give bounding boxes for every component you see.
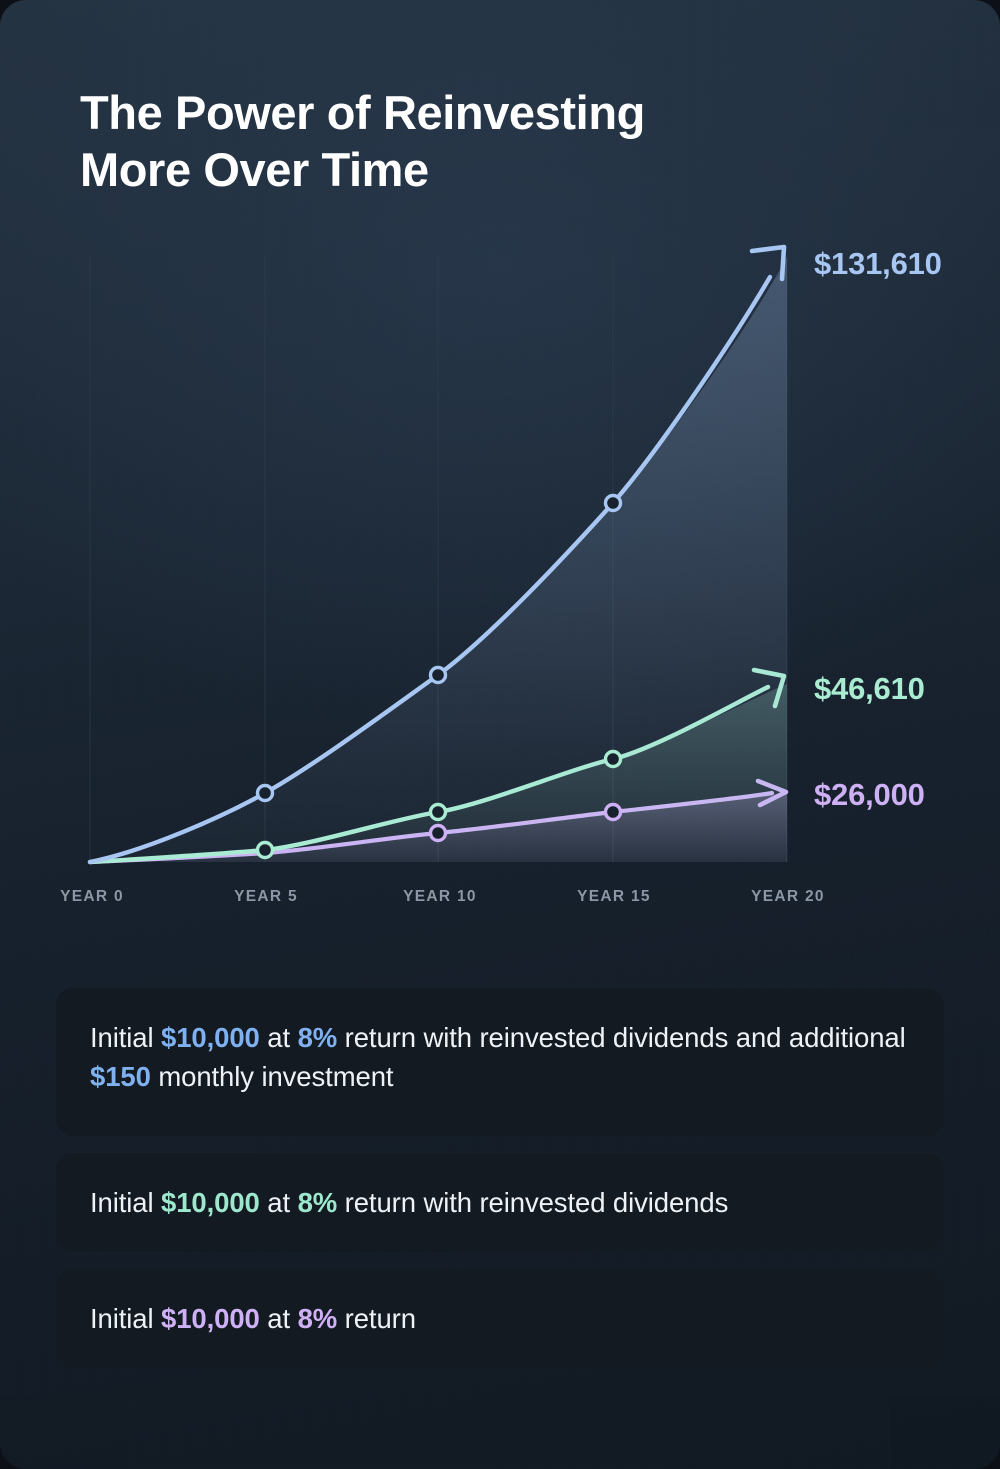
series-purple-markers <box>428 802 623 843</box>
x-tick-year-15: YEAR 15 <box>577 888 651 905</box>
series-blue-line <box>87 274 773 865</box>
x-tick-year-0: YEAR 0 <box>60 888 124 905</box>
series-value-label-blue: $131,610 <box>814 246 942 281</box>
x-tick-year-5: YEAR 5 <box>234 888 298 905</box>
x-tick-year-10: YEAR 10 <box>403 888 477 905</box>
legend-card-blue: Initial $10,000 at 8% return with reinve… <box>56 988 944 1136</box>
x-tick-year-20: YEAR 20 <box>751 888 825 905</box>
x-axis: YEAR 0 YEAR 5 YEAR 10 YEAR 15 YEAR 20 <box>0 888 1000 918</box>
legend-text-blue: Initial $10,000 at 8% return with reinve… <box>90 1022 906 1093</box>
series-mint-markers <box>255 749 623 860</box>
series-value-label-mint: $46,610 <box>814 671 925 706</box>
series-blue-markers <box>255 493 623 803</box>
legend-card-purple: Initial $10,000 at 8% return <box>56 1269 944 1369</box>
series-value-label-purple: $26,000 <box>814 777 925 812</box>
legend-text-mint: Initial $10,000 at 8% return with reinve… <box>90 1187 729 1218</box>
legend-list: Initial $10,000 at 8% return with reinve… <box>56 988 944 1385</box>
series-blue-area <box>90 257 787 862</box>
chart-svg <box>87 244 789 865</box>
series-blue-arrowhead <box>749 244 787 282</box>
legend-card-mint: Initial $10,000 at 8% return with reinve… <box>56 1153 944 1253</box>
page-title: The Power of Reinvesting More Over Time <box>80 86 645 197</box>
legend-text-purple: Initial $10,000 at 8% return <box>90 1303 416 1335</box>
growth-chart: $131,610 $46,610 $26,000 <box>0 215 1000 915</box>
